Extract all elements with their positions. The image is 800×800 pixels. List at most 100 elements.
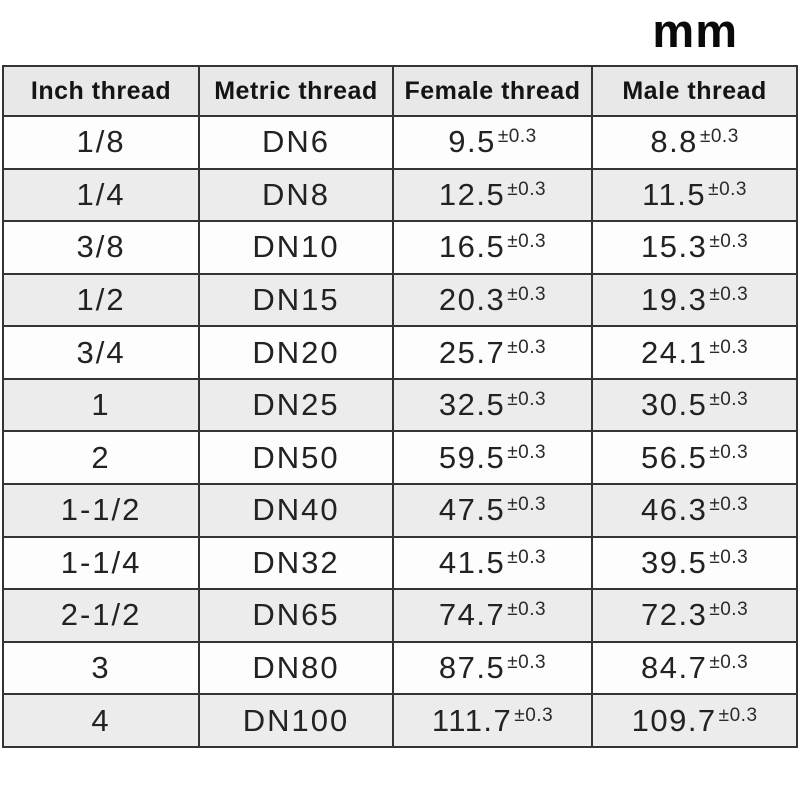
- table-row: 3/8 DN10 16.5 ±0.3 15.3 ±0.3: [1, 220, 798, 275]
- female-thread-tolerance: ±0.3: [507, 336, 547, 358]
- male-thread-value: 84.7: [640, 650, 708, 686]
- female-thread-cell: 20.3 ±0.3: [391, 272, 594, 328]
- table-row: 1-1/4 DN32 41.5 ±0.3 39.5 ±0.3: [1, 535, 798, 591]
- table-row: 1/4 DN8 12.5 ±0.3 11.5 ±0.3: [1, 167, 798, 223]
- table-row: 1 DN25 32.5 ±0.3 30.5 ±0.3: [1, 377, 798, 433]
- male-thread-tolerance: ±0.3: [718, 704, 758, 726]
- female-thread-cell: 87.5 ±0.3: [391, 640, 594, 696]
- female-thread-cell: 41.5 ±0.3: [391, 535, 594, 591]
- female-thread-tolerance: ±0.3: [507, 494, 547, 516]
- inch-thread-cell: 2-1/2: [1, 588, 201, 643]
- table-row: 4 DN100 111.7 ±0.3 109.7 ±0.3: [1, 693, 798, 748]
- female-thread-value: 12.5: [438, 176, 506, 212]
- table-row: 1/8 DN6 9.5 ±0.3 8.8 ±0.3: [1, 115, 798, 170]
- male-thread-cell: 30.5 ±0.3: [591, 377, 798, 433]
- male-thread-cell: 56.5 ±0.3: [591, 430, 798, 486]
- male-thread-value: 24.1: [640, 334, 708, 370]
- male-thread-value: 72.3: [640, 597, 708, 633]
- male-thread-value: 30.5: [640, 387, 708, 423]
- metric-thread-cell: DN65: [198, 588, 394, 643]
- table-row: 2-1/2 DN65 74.7 ±0.3 72.3 ±0.3: [1, 588, 798, 643]
- female-thread-cell: 47.5 ±0.3: [391, 483, 594, 538]
- female-thread-tolerance: ±0.3: [507, 389, 547, 411]
- header-metric-thread: Metric thread: [198, 65, 394, 117]
- male-thread-tolerance: ±0.3: [709, 231, 749, 253]
- female-thread-tolerance: ±0.3: [507, 652, 547, 674]
- male-thread-cell: 39.5 ±0.3: [591, 535, 798, 591]
- male-thread-value: 19.3: [640, 282, 708, 318]
- metric-thread-cell: DN50: [198, 430, 394, 486]
- table-row: 1/2 DN15 20.3 ±0.3 19.3 ±0.3: [1, 272, 798, 328]
- male-thread-value: 109.7: [631, 702, 717, 738]
- metric-thread-cell: DN32: [198, 535, 394, 591]
- male-thread-tolerance: ±0.3: [708, 178, 747, 200]
- inch-thread-cell: 2: [1, 430, 201, 486]
- female-thread-value: 74.7: [438, 597, 506, 633]
- inch-thread-cell: 1/2: [1, 272, 201, 328]
- table-row: 3/4 DN20 25.7 ±0.3 24.1 ±0.3: [1, 325, 798, 380]
- male-thread-cell: 24.1 ±0.3: [591, 325, 798, 380]
- female-thread-value: 32.5: [438, 387, 506, 423]
- male-thread-cell: 19.3 ±0.3: [591, 272, 798, 328]
- male-thread-cell: 8.8 ±0.3: [591, 115, 798, 170]
- male-thread-tolerance: ±0.3: [699, 126, 739, 148]
- male-thread-cell: 46.3 ±0.3: [591, 483, 798, 538]
- inch-thread-cell: 1/8: [1, 115, 201, 170]
- header-inch-thread: Inch thread: [1, 65, 201, 117]
- female-thread-tolerance: ±0.3: [507, 441, 547, 463]
- female-thread-cell: 16.5 ±0.3: [391, 220, 594, 275]
- male-thread-tolerance: ±0.3: [709, 494, 749, 516]
- inch-thread-cell: 1: [1, 377, 201, 433]
- male-thread-tolerance: ±0.3: [709, 389, 749, 411]
- male-thread-tolerance: ±0.3: [709, 336, 749, 358]
- inch-thread-cell: 1-1/4: [1, 535, 201, 591]
- female-thread-cell: 25.7 ±0.3: [391, 325, 594, 380]
- male-thread-cell: 72.3 ±0.3: [591, 588, 798, 643]
- male-thread-value: 11.5: [642, 176, 707, 212]
- female-thread-cell: 74.7 ±0.3: [391, 588, 594, 643]
- male-thread-tolerance: ±0.3: [709, 284, 749, 306]
- inch-thread-cell: 1/4: [1, 167, 201, 223]
- unit-label: mm: [652, 4, 738, 57]
- inch-thread-cell: 1-1/2: [1, 483, 201, 538]
- header-row: Inch thread Metric thread Female thread …: [1, 65, 798, 117]
- male-thread-value: 8.8: [650, 124, 698, 160]
- table-row: 2 DN50 59.5 ±0.3 56.5 ±0.3: [1, 430, 798, 486]
- male-thread-value: 46.3: [640, 492, 708, 528]
- male-thread-value: 56.5: [640, 439, 708, 475]
- female-thread-value: 41.5: [438, 544, 506, 580]
- female-thread-cell: 9.5 ±0.3: [391, 115, 594, 170]
- table-row: 1-1/2 DN40 47.5 ±0.3 46.3 ±0.3: [1, 483, 798, 538]
- inch-thread-cell: 3/8: [1, 220, 201, 275]
- thread-size-table: Inch thread Metric thread Female thread …: [1, 65, 798, 748]
- female-thread-tolerance: ±0.3: [507, 231, 547, 253]
- female-thread-cell: 59.5 ±0.3: [391, 430, 594, 486]
- female-thread-cell: 12.5 ±0.3: [391, 167, 594, 223]
- inch-thread-cell: 3: [1, 640, 201, 696]
- male-thread-tolerance: ±0.3: [709, 441, 749, 463]
- male-thread-cell: 11.5 ±0.3: [591, 167, 798, 223]
- male-thread-cell: 15.3 ±0.3: [591, 220, 798, 275]
- table-body: 1/8 DN6 9.5 ±0.3 8.8 ±0.3 1/4 DN8 12.5 ±0.3…: [1, 115, 798, 748]
- male-thread-value: 39.5: [640, 544, 708, 580]
- female-thread-tolerance: ±0.3: [507, 284, 547, 306]
- metric-thread-cell: DN25: [198, 377, 394, 433]
- male-thread-tolerance: ±0.3: [709, 546, 749, 568]
- female-thread-tolerance: ±0.3: [507, 599, 547, 621]
- female-thread-tolerance: ±0.3: [497, 126, 537, 148]
- female-thread-value: 20.3: [438, 282, 506, 318]
- female-thread-cell: 32.5 ±0.3: [391, 377, 594, 433]
- female-thread-cell: 111.7 ±0.3: [391, 693, 594, 748]
- header-male-thread: Male thread: [591, 65, 798, 117]
- metric-thread-cell: DN6: [198, 115, 394, 170]
- header-female-thread: Female thread: [391, 65, 594, 117]
- metric-thread-cell: DN40: [198, 483, 394, 538]
- male-thread-value: 15.3: [640, 229, 708, 265]
- metric-thread-cell: DN20: [198, 325, 394, 380]
- female-thread-value: 59.5: [438, 439, 506, 475]
- female-thread-tolerance: ±0.3: [507, 546, 547, 568]
- metric-thread-cell: DN8: [198, 167, 394, 223]
- metric-thread-cell: DN100: [198, 693, 394, 748]
- male-thread-tolerance: ±0.3: [709, 599, 749, 621]
